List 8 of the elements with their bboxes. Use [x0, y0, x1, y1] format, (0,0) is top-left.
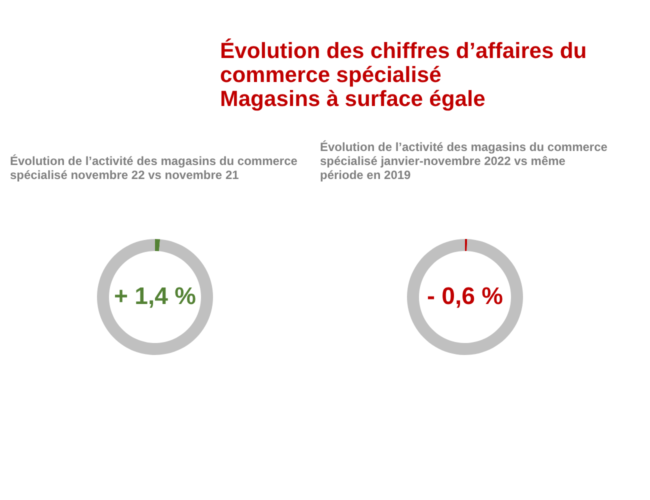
chart-title: Évolution de l’activité des magasins du commerce spécialisé novembre 22 vs novembre 21: [10, 154, 298, 182]
donut-slice: [97, 239, 213, 355]
text: Évolution des chiffres d’affaires du commerce spécialisé Magasins à surface égale: [220, 38, 587, 111]
donut-slice: [407, 239, 524, 355]
donut-slice: [155, 239, 160, 252]
text: + 1,4 %: [114, 283, 196, 310]
chart-title: Évolution de l’activité des magasins du commerce spécialisé janvier-novembre 2022 vs même période en 2019: [320, 140, 608, 182]
text: - 0,6 %: [426, 283, 504, 310]
